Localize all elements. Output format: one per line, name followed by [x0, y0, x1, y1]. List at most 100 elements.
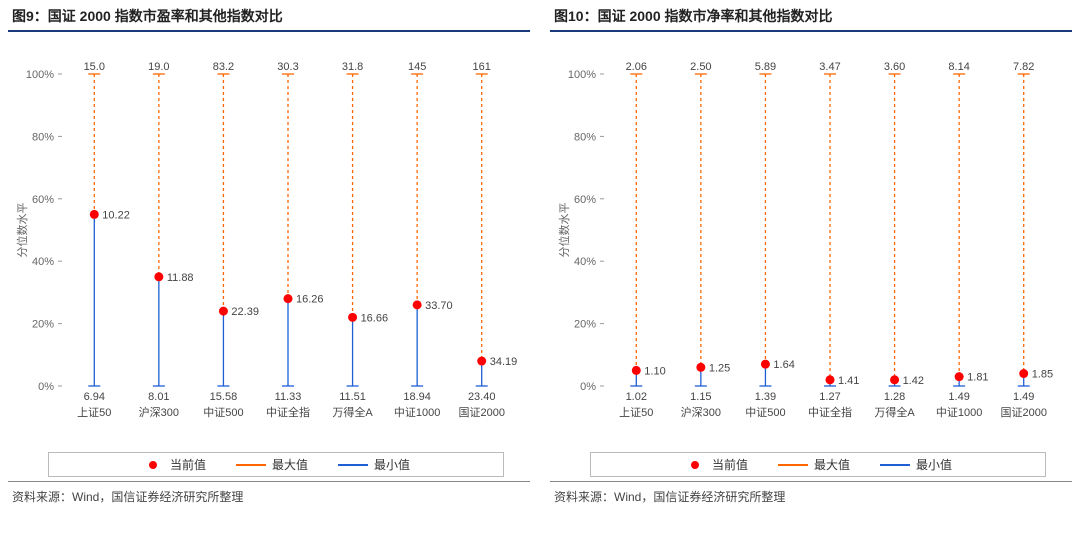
- svg-text:万得全A: 万得全A: [332, 405, 373, 419]
- svg-text:161: 161: [473, 61, 491, 73]
- svg-text:1.02: 1.02: [626, 391, 647, 403]
- svg-text:上证50: 上证50: [619, 406, 653, 419]
- svg-text:33.70: 33.70: [425, 300, 453, 312]
- legend-max-label: 最大值: [814, 456, 850, 473]
- svg-text:2.06: 2.06: [626, 61, 647, 73]
- figure-9-panel: 图9：国证 2000 指数市盈率和其他指数对比 0% 20% 40% 60% 80% 10…: [8, 0, 530, 505]
- svg-text:10.22: 10.22: [102, 209, 130, 221]
- legend-min: 最小值: [880, 456, 952, 473]
- legend-current: 当前值: [142, 456, 206, 473]
- svg-text:中证500: 中证500: [203, 406, 243, 419]
- svg-text:8.14: 8.14: [948, 61, 969, 73]
- svg-text:5.89: 5.89: [755, 61, 776, 73]
- svg-text:20%: 20%: [32, 319, 54, 331]
- svg-text:1.49: 1.49: [948, 391, 969, 403]
- svg-text:0%: 0%: [580, 381, 596, 393]
- svg-text:1.27: 1.27: [819, 391, 840, 403]
- svg-text:31.8: 31.8: [342, 61, 363, 73]
- svg-text:30.3: 30.3: [277, 61, 298, 73]
- svg-text:23.40: 23.40: [468, 391, 496, 403]
- legend-current-label: 当前值: [712, 456, 748, 473]
- svg-text:8.01: 8.01: [148, 391, 169, 403]
- figure-10-chart: 0% 20% 40% 60% 80% 100% 分位数水平 2.06 1.02 1.10 上证50 2…: [550, 32, 1072, 452]
- svg-text:中证全指: 中证全指: [266, 405, 310, 419]
- figure-9-legend: 当前值 最大值 最小值: [48, 452, 504, 477]
- pe-percentile-chart: 0% 20% 40% 60% 80% 100% 分位数水平 15.0 6.94 10.22 上证50…: [14, 46, 524, 446]
- svg-text:80%: 80%: [574, 131, 596, 143]
- legend-max-label: 最大值: [272, 456, 308, 473]
- dot-icon: [684, 460, 706, 470]
- svg-text:16.26: 16.26: [296, 294, 324, 306]
- svg-text:16.66: 16.66: [361, 312, 389, 324]
- svg-text:沪深300: 沪深300: [681, 405, 721, 419]
- figure-9-source: 资料来源：Wind，国信证券经济研究所整理: [8, 481, 530, 505]
- svg-text:1.42: 1.42: [903, 375, 924, 387]
- svg-text:1.15: 1.15: [690, 391, 711, 403]
- legend-min: 最小值: [338, 456, 410, 473]
- legend-min-label: 最小值: [374, 456, 410, 473]
- svg-text:1.85: 1.85: [1032, 369, 1053, 381]
- figure-10-legend: 当前值 最大值 最小值: [590, 452, 1046, 477]
- svg-text:11.88: 11.88: [167, 272, 194, 284]
- svg-text:1.81: 1.81: [967, 372, 988, 384]
- legend-min-label: 最小值: [916, 456, 952, 473]
- svg-text:3.60: 3.60: [884, 61, 905, 73]
- min-line-icon: [880, 464, 910, 466]
- svg-text:11.33: 11.33: [275, 391, 302, 403]
- legend-current-label: 当前值: [170, 456, 206, 473]
- svg-text:中证1000: 中证1000: [936, 406, 982, 419]
- svg-text:万得全A: 万得全A: [874, 405, 915, 419]
- svg-text:145: 145: [408, 61, 426, 73]
- min-line-icon: [338, 464, 368, 466]
- svg-text:沪深300: 沪深300: [139, 405, 179, 419]
- legend-max: 最大值: [778, 456, 850, 473]
- svg-text:分位数水平: 分位数水平: [557, 203, 571, 258]
- svg-text:中证1000: 中证1000: [394, 406, 440, 419]
- svg-text:1.28: 1.28: [884, 391, 905, 403]
- figure-9-chart: 0% 20% 40% 60% 80% 100% 分位数水平 15.0 6.94 10.22 上证50…: [8, 32, 530, 452]
- svg-text:34.19: 34.19: [490, 356, 518, 368]
- svg-text:11.51: 11.51: [339, 391, 366, 403]
- svg-text:2.50: 2.50: [690, 61, 711, 73]
- svg-text:20%: 20%: [574, 319, 596, 331]
- svg-text:6.94: 6.94: [84, 391, 105, 403]
- svg-text:40%: 40%: [574, 256, 596, 268]
- pb-percentile-chart: 0% 20% 40% 60% 80% 100% 分位数水平 2.06 1.02 1.10 上证50 2…: [556, 46, 1066, 446]
- svg-text:0%: 0%: [38, 381, 54, 393]
- svg-text:1.64: 1.64: [773, 359, 794, 371]
- svg-text:上证50: 上证50: [77, 406, 111, 419]
- figure-9-title: 图9：国证 2000 指数市盈率和其他指数对比: [8, 0, 530, 32]
- svg-text:15.58: 15.58: [210, 391, 238, 403]
- svg-text:80%: 80%: [32, 131, 54, 143]
- dot-icon: [142, 460, 164, 470]
- svg-text:1.39: 1.39: [755, 391, 776, 403]
- svg-text:15.0: 15.0: [84, 61, 105, 73]
- svg-text:国证2000: 国证2000: [1000, 406, 1046, 419]
- figure-10-source: 资料来源：Wind，国信证券经济研究所整理: [550, 481, 1072, 505]
- svg-text:18.94: 18.94: [403, 391, 431, 403]
- svg-text:1.25: 1.25: [709, 362, 730, 374]
- legend-max: 最大值: [236, 456, 308, 473]
- max-line-icon: [778, 464, 808, 466]
- svg-text:100%: 100%: [568, 69, 596, 81]
- svg-text:100%: 100%: [26, 69, 54, 81]
- svg-text:分位数水平: 分位数水平: [15, 203, 29, 258]
- svg-text:1.41: 1.41: [838, 375, 859, 387]
- svg-text:60%: 60%: [574, 194, 596, 206]
- svg-text:19.0: 19.0: [148, 61, 169, 73]
- svg-text:3.47: 3.47: [819, 61, 840, 73]
- svg-text:国证2000: 国证2000: [458, 406, 504, 419]
- max-line-icon: [236, 464, 266, 466]
- svg-text:7.82: 7.82: [1013, 61, 1034, 73]
- svg-text:83.2: 83.2: [213, 61, 234, 73]
- svg-text:40%: 40%: [32, 256, 54, 268]
- figure-pair: 图9：国证 2000 指数市盈率和其他指数对比 0% 20% 40% 60% 80% 10…: [0, 0, 1080, 505]
- figure-10-panel: 图10：国证 2000 指数市净率和其他指数对比 0% 20% 40% 60% 80% 1…: [550, 0, 1072, 505]
- legend-current: 当前值: [684, 456, 748, 473]
- svg-text:中证全指: 中证全指: [808, 405, 852, 419]
- svg-text:中证500: 中证500: [745, 406, 785, 419]
- svg-text:60%: 60%: [32, 194, 54, 206]
- svg-text:22.39: 22.39: [231, 306, 259, 318]
- figure-10-title: 图10：国证 2000 指数市净率和其他指数对比: [550, 0, 1072, 32]
- svg-text:1.10: 1.10: [644, 365, 665, 377]
